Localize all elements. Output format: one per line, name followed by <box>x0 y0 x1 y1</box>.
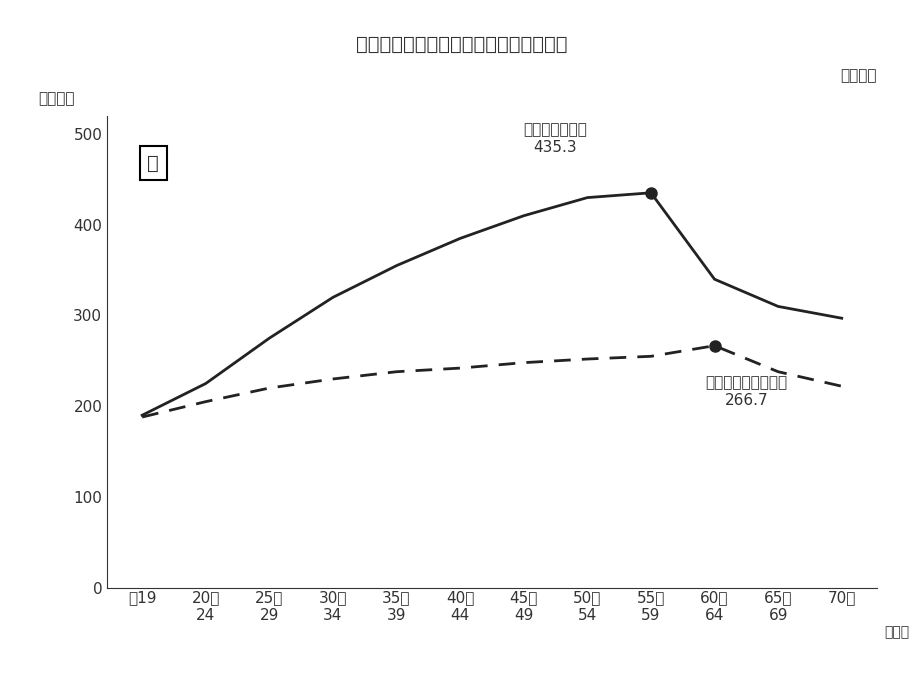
Text: （千円）: （千円） <box>38 92 75 107</box>
Text: 第６図　雇用形態、性、年齢階級別賃金: 第６図 雇用形態、性、年齢階級別賃金 <box>357 35 567 53</box>
Text: 正社員・正職員
435.3: 正社員・正職員 435.3 <box>524 123 588 155</box>
Text: 正社員・正職員以外
266.7: 正社員・正職員以外 266.7 <box>705 375 787 407</box>
Text: 男: 男 <box>148 153 159 173</box>
Text: （歳）: （歳） <box>884 625 909 639</box>
Text: 令和２年: 令和２年 <box>840 68 877 83</box>
